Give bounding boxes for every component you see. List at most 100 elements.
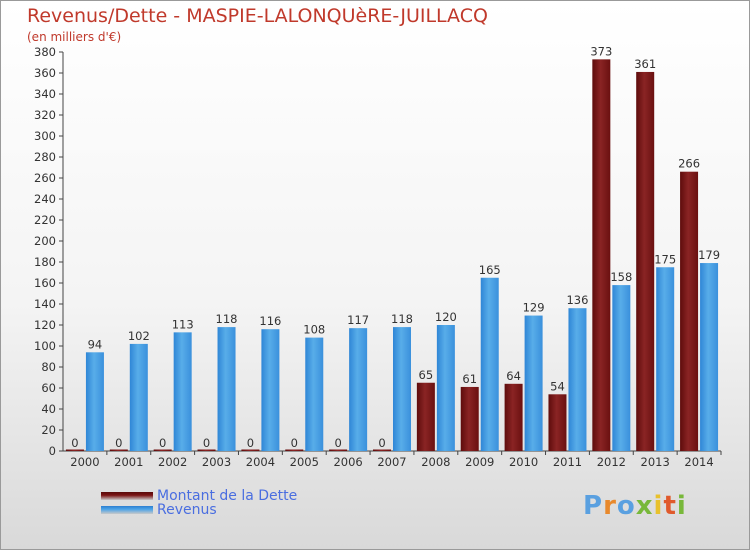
debt-bar — [197, 449, 216, 451]
debt-bar — [680, 171, 699, 451]
revenue-value-label: 129 — [523, 301, 545, 315]
revenue-bar — [524, 315, 543, 451]
revenue-bar — [173, 332, 192, 451]
x-tick-label: 2014 — [684, 455, 713, 469]
debt-bar — [460, 386, 479, 451]
x-tick-label: 2006 — [333, 455, 362, 469]
chart-title: Revenus/Dette - MASPIE-LALONQUèRE-JUILLA… — [27, 5, 488, 27]
revenue-value-label: 175 — [654, 252, 676, 266]
revenue-bar — [480, 277, 499, 451]
debt-value-label: 54 — [550, 379, 565, 393]
y-tick-label: 280 — [34, 150, 56, 164]
x-tick-label: 2007 — [377, 455, 406, 469]
logo-letter: r — [603, 491, 617, 521]
x-tick-label: 2001 — [114, 455, 143, 469]
y-tick-label: 260 — [34, 171, 56, 185]
revenue-bar — [261, 329, 280, 451]
debt-bar — [65, 449, 84, 451]
x-tick-label: 2002 — [158, 455, 187, 469]
debt-bar — [373, 449, 391, 451]
debt-value-label: 0 — [71, 436, 78, 450]
debt-bar — [241, 449, 260, 451]
y-tick-label: 40 — [41, 402, 56, 416]
revenue-value-label: 136 — [566, 293, 588, 307]
revenue-value-label: 116 — [259, 314, 281, 328]
chart-subtitle: (en milliers d'€) — [27, 30, 122, 44]
y-tick-label: 20 — [41, 423, 56, 437]
y-tick-label: 140 — [34, 297, 56, 311]
debt-bar — [504, 383, 523, 451]
logo-letter: x — [635, 491, 654, 521]
y-tick-label: 360 — [34, 66, 56, 80]
logo-letter: i — [653, 491, 664, 521]
debt-bar — [153, 449, 172, 451]
legend-swatch-dette — [101, 492, 153, 500]
debt-value-label: 0 — [203, 436, 210, 450]
x-tick-label: 2011 — [553, 455, 582, 469]
revenue-bar — [129, 343, 148, 451]
debt-bar — [109, 449, 128, 451]
revenue-bar — [217, 327, 236, 451]
y-tick-label: 240 — [34, 192, 56, 206]
revenue-value-label: 94 — [88, 337, 103, 351]
debt-value-label: 65 — [419, 368, 434, 382]
y-tick-label: 220 — [34, 213, 56, 227]
revenue-value-label: 179 — [698, 248, 720, 262]
logo-letter: i — [676, 491, 687, 521]
revenue-bar — [568, 308, 587, 451]
y-tick-label: 200 — [34, 234, 56, 248]
revenue-bar — [612, 285, 631, 451]
y-tick-label: 320 — [34, 108, 56, 122]
y-tick-label: 80 — [41, 360, 56, 374]
debt-value-label: 266 — [678, 157, 700, 171]
debt-value-label: 0 — [159, 436, 166, 450]
revenue-value-label: 108 — [303, 323, 325, 337]
revenue-value-label: 158 — [610, 270, 632, 284]
legend-label-dette: Montant de la Dette — [157, 488, 298, 504]
debt-bar — [285, 449, 304, 451]
debt-value-label: 0 — [334, 436, 341, 450]
debt-value-label: 0 — [291, 436, 298, 450]
revenue-bar — [436, 325, 455, 451]
x-tick-label: 2000 — [70, 455, 99, 469]
revenue-bar — [305, 337, 324, 451]
x-tick-label: 2009 — [465, 455, 494, 469]
revenue-bar — [349, 328, 368, 451]
logo-letter: t — [663, 491, 677, 521]
revenue-bar — [393, 327, 411, 451]
debt-bar — [636, 71, 655, 451]
y-tick-label: 60 — [41, 381, 56, 395]
debt-bar — [548, 394, 567, 451]
debt-bar — [329, 449, 348, 451]
x-tick-label: 2005 — [290, 455, 319, 469]
x-tick-label: 2013 — [641, 455, 670, 469]
y-tick-label: 160 — [34, 276, 56, 290]
revenue-value-label: 118 — [216, 312, 238, 326]
debt-value-label: 0 — [378, 436, 385, 450]
y-tick-label: 0 — [49, 444, 56, 458]
legend-swatch-revenus — [101, 506, 153, 514]
x-tick-label: 2010 — [509, 455, 538, 469]
y-tick-label: 300 — [34, 129, 56, 143]
x-tick-label: 2008 — [421, 455, 450, 469]
revenue-value-label: 120 — [435, 310, 457, 324]
debt-value-label: 373 — [590, 44, 612, 58]
legend-label-revenus: Revenus — [157, 502, 217, 518]
y-tick-label: 380 — [34, 45, 56, 59]
revenue-value-label: 102 — [128, 329, 150, 343]
revenue-value-label: 118 — [391, 312, 413, 326]
debt-value-label: 64 — [506, 369, 521, 383]
revenue-bar — [85, 352, 104, 451]
debt-bar — [416, 382, 435, 451]
x-tick-label: 2012 — [597, 455, 626, 469]
legend-item-dette: Montant de la Dette — [101, 488, 297, 504]
debt-bar — [592, 59, 611, 451]
y-tick-label: 340 — [34, 87, 56, 101]
y-tick-label: 100 — [34, 339, 56, 353]
debt-value-label: 61 — [462, 372, 477, 386]
revenue-bar — [700, 263, 719, 451]
revenue-value-label: 165 — [479, 263, 501, 277]
revenue-value-label: 117 — [347, 313, 369, 327]
